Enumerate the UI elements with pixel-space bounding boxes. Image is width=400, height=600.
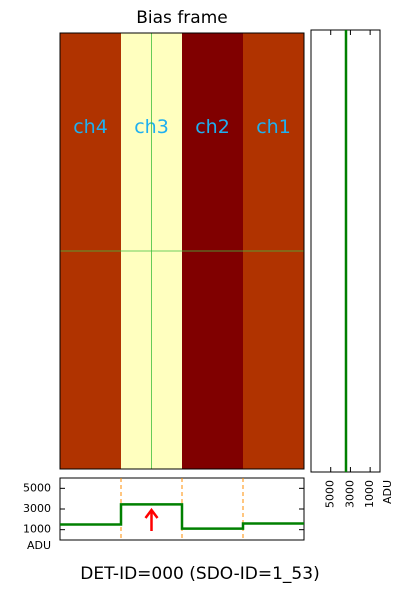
channel-label-ch1: ch1	[256, 116, 291, 138]
image-frame	[59, 32, 305, 470]
bias-image-panel: ch4 ch3 ch2 ch1	[59, 32, 305, 470]
channel-label-ch2: ch2	[195, 116, 230, 138]
horizontal-profile-tick-label: 3000	[23, 502, 51, 515]
vertical-profile-tick-label: 1000	[363, 480, 376, 508]
horizontal-profile-line	[60, 503, 304, 530]
channel-label-ch4: ch4	[73, 116, 108, 138]
horizontal-profile-panel: 1000 3000 5000 ADU	[23, 477, 305, 552]
horizontal-profile-tick-label: 5000	[23, 481, 51, 494]
horizontal-profile-unit-label: ADU	[27, 539, 51, 552]
vertical-profile-unit-label: ADU	[381, 480, 394, 504]
chart-title: Bias frame	[136, 8, 228, 28]
vertical-profile-tick-label: 5000	[324, 480, 337, 508]
vertical-profile-tick-label: 3000	[343, 480, 356, 508]
vertical-profile-panel: 5000 3000 1000 ADU	[310, 29, 394, 508]
arrow-head-icon	[144, 507, 159, 519]
detector-id-label: DET-ID=000 (SDO-ID=1_53)	[80, 564, 320, 584]
horizontal-profile-tick-label: 1000	[23, 523, 51, 536]
